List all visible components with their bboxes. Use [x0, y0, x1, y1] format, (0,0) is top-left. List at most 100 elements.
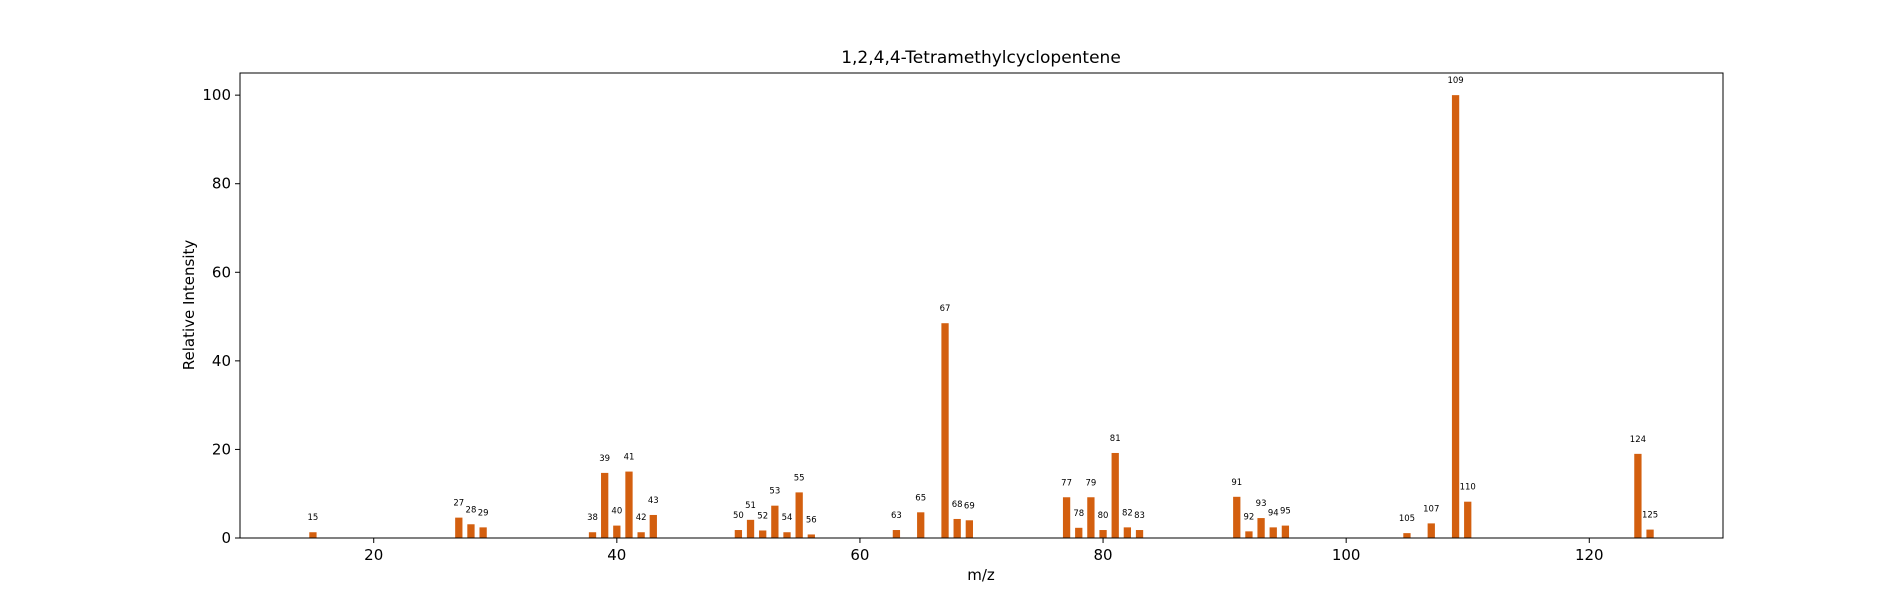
- bar-label-mz-109: 109: [1447, 76, 1463, 86]
- bar-mz-39: [601, 472, 609, 538]
- bar-mz-38: [588, 532, 597, 538]
- bar-label-mz-95: 95: [1280, 507, 1291, 517]
- bar-label-mz-39: 39: [599, 454, 610, 464]
- bar-label-mz-82: 82: [1122, 508, 1133, 518]
- x-axis: 20 40 60 80 100 120: [364, 538, 1604, 564]
- bar-label-mz-67: 67: [940, 304, 951, 314]
- bar-mz-50: [734, 530, 743, 538]
- x-tick-label-60: 60: [850, 546, 869, 564]
- x-tick-label-120: 120: [1575, 546, 1604, 564]
- bar-mz-94: [1269, 527, 1277, 538]
- bar-label-mz-54: 54: [782, 513, 793, 523]
- bar-label-mz-81: 81: [1110, 434, 1121, 444]
- bar-label-mz-105: 105: [1399, 514, 1415, 524]
- bar-mz-28: [467, 524, 475, 538]
- bar-mz-42: [637, 532, 645, 538]
- bar-label-mz-65: 65: [915, 493, 926, 503]
- bar-label-mz-78: 78: [1073, 509, 1084, 519]
- bar-mz-29: [479, 527, 487, 538]
- bar-mz-52: [759, 530, 767, 538]
- bar-label-mz-52: 52: [757, 511, 768, 521]
- bar-mz-67: [941, 323, 949, 538]
- y-tick-label-20: 20: [212, 440, 231, 458]
- bar-label-mz-94: 94: [1268, 508, 1279, 518]
- bar-mz-80: [1099, 530, 1107, 538]
- bar-mz-81: [1111, 452, 1119, 538]
- bar-mz-53: [771, 505, 779, 538]
- bar-label-mz-83: 83: [1134, 511, 1145, 521]
- plot-frame: [239, 72, 1724, 539]
- bar-label-mz-50: 50: [733, 511, 744, 521]
- bar-label-mz-124: 124: [1630, 435, 1646, 445]
- bar-label-mz-63: 63: [891, 511, 902, 521]
- bar-label-mz-27: 27: [453, 499, 464, 509]
- bar-label-mz-79: 79: [1085, 478, 1096, 488]
- bar-label-mz-55: 55: [794, 473, 805, 483]
- bar-mz-27: [455, 517, 463, 538]
- bar-mz-110: [1464, 501, 1472, 538]
- y-tick-label-100: 100: [202, 86, 231, 104]
- x-tick-label-100: 100: [1332, 546, 1361, 564]
- bar-mz-15: [309, 532, 317, 538]
- bar-mz-83: [1135, 530, 1144, 538]
- bar-mz-78: [1075, 527, 1083, 538]
- bar-label-mz-28: 28: [466, 505, 477, 515]
- bar-mz-79: [1087, 497, 1095, 538]
- bar-mz-68: [953, 518, 961, 538]
- bar-label-mz-69: 69: [964, 501, 975, 511]
- y-tick-label-0: 0: [221, 529, 231, 547]
- bar-label-mz-42: 42: [636, 513, 647, 523]
- bar-label-mz-107: 107: [1423, 504, 1439, 514]
- x-tick-label-20: 20: [364, 546, 383, 564]
- bar-label-mz-68: 68: [952, 500, 963, 510]
- bar-mz-56: [807, 534, 815, 538]
- bar-mz-77: [1062, 497, 1071, 538]
- bars-group: [309, 95, 1654, 538]
- bar-mz-125: [1646, 529, 1654, 538]
- bar-label-mz-38: 38: [587, 513, 598, 523]
- bar-label-mz-80: 80: [1098, 511, 1109, 521]
- bar-label-mz-56: 56: [806, 515, 817, 525]
- y-axis-label: Relative Intensity: [180, 240, 198, 371]
- bar-label-mz-92: 92: [1244, 512, 1255, 522]
- y-tick-label-80: 80: [212, 175, 231, 193]
- bar-label-mz-51: 51: [745, 501, 756, 511]
- bar-label-mz-91: 91: [1231, 478, 1242, 488]
- bar-mz-92: [1245, 531, 1253, 538]
- bar-mz-91: [1233, 496, 1241, 538]
- bar-mz-109: [1451, 95, 1460, 538]
- bar-mz-124: [1634, 453, 1642, 538]
- bar-mz-82: [1123, 527, 1132, 538]
- bar-label-mz-40: 40: [611, 507, 622, 517]
- bar-mz-107: [1427, 523, 1435, 538]
- bar-mz-40: [613, 525, 621, 538]
- chart-title: 1,2,4,4-Tetramethylcyclopentene: [841, 48, 1121, 68]
- bar-label-mz-15: 15: [308, 513, 319, 523]
- bar-mz-51: [746, 519, 755, 538]
- bar-mz-69: [965, 520, 973, 538]
- bar-mz-65: [917, 512, 925, 538]
- bar-mz-93: [1257, 518, 1265, 538]
- bar-mz-41: [625, 471, 633, 538]
- bar-label-mz-110: 110: [1460, 483, 1476, 493]
- bar-mz-55: [795, 492, 803, 538]
- bar-label-mz-93: 93: [1256, 499, 1267, 509]
- bar-mz-63: [892, 530, 901, 538]
- bar-mz-105: [1403, 533, 1411, 538]
- bar-label-mz-43: 43: [648, 496, 659, 506]
- y-tick-label-60: 60: [212, 263, 231, 281]
- bar-mz-95: [1281, 525, 1290, 538]
- y-tick-label-40: 40: [212, 352, 231, 370]
- bar-label-mz-41: 41: [624, 453, 635, 463]
- bar-label-mz-29: 29: [478, 508, 489, 518]
- x-axis-label: m/z: [967, 566, 995, 584]
- bar-mz-54: [783, 532, 791, 538]
- bar-label-mz-77: 77: [1061, 478, 1072, 488]
- y-axis: 0 20 40 60 80 100: [202, 86, 240, 547]
- bar-label-mz-125: 125: [1642, 511, 1658, 521]
- x-tick-label-80: 80: [1094, 546, 1113, 564]
